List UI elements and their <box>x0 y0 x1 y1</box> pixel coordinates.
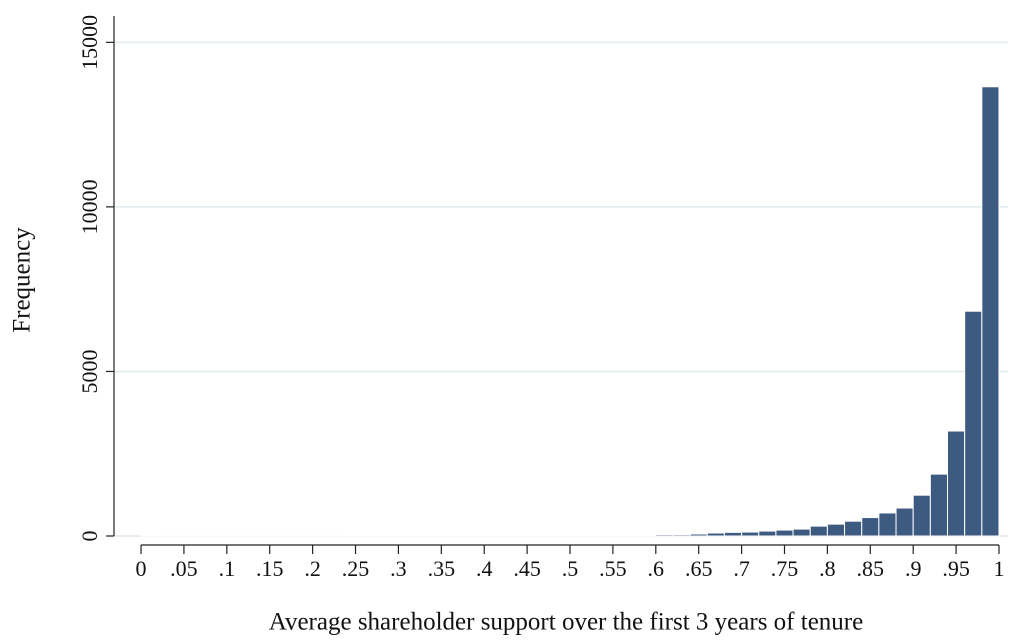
y-tick-label: 15000 <box>77 15 102 70</box>
x-tick-label: .95 <box>942 556 970 581</box>
bar <box>706 532 725 537</box>
bar <box>483 534 502 537</box>
y-tick-label: 10000 <box>77 179 102 234</box>
x-tick-label: .3 <box>390 556 407 581</box>
bar <box>792 528 811 537</box>
bar <box>912 494 931 537</box>
y-axis-label: Frequency <box>9 227 36 333</box>
bar <box>758 530 777 537</box>
bar <box>878 512 897 537</box>
bar <box>809 525 828 537</box>
bar <box>981 86 1000 537</box>
x-tick-label: .5 <box>562 556 579 581</box>
y-tick-label: 0 <box>77 531 102 542</box>
x-tick-label: .05 <box>170 556 198 581</box>
x-tick-label: .35 <box>428 556 456 581</box>
x-tick-label: .75 <box>771 556 799 581</box>
bar <box>947 430 966 537</box>
bar <box>895 507 914 537</box>
x-axis-label: Average shareholder support over the fir… <box>269 609 863 636</box>
bar <box>140 534 159 537</box>
bar <box>500 534 520 537</box>
x-tick-label: .2 <box>304 556 321 581</box>
y-tick-label: 5000 <box>77 349 102 393</box>
x-tick-label: .45 <box>513 556 541 581</box>
bar <box>844 520 863 537</box>
bar <box>466 534 485 537</box>
x-tick-label: .6 <box>648 556 665 581</box>
x-tick-label: .7 <box>733 556 750 581</box>
bar <box>929 473 949 537</box>
x-tick-label: .55 <box>599 556 627 581</box>
bar <box>741 531 760 537</box>
bar <box>518 534 537 537</box>
bar <box>586 534 605 537</box>
bar <box>964 310 983 537</box>
bar <box>655 534 674 537</box>
bar <box>552 534 571 537</box>
x-tick-label: 0 <box>136 556 147 581</box>
bar <box>723 531 743 537</box>
x-tick-label: .65 <box>685 556 713 581</box>
x-tick-label: .9 <box>905 556 922 581</box>
bar <box>861 517 880 537</box>
x-tick-label: .85 <box>857 556 885 581</box>
x-tick-label: .4 <box>476 556 493 581</box>
bar <box>603 534 622 537</box>
x-tick-label: .15 <box>256 556 284 581</box>
bar <box>775 529 794 537</box>
bar <box>569 534 588 537</box>
bar <box>415 534 434 537</box>
bar <box>449 534 468 537</box>
bar <box>432 534 451 537</box>
bar <box>535 534 554 537</box>
x-tick-label: 1 <box>993 556 1004 581</box>
bar <box>689 533 708 537</box>
x-tick-label: .1 <box>219 556 236 581</box>
x-tick-label: .8 <box>819 556 836 581</box>
bar <box>638 534 657 537</box>
x-tick-label: .25 <box>342 556 370 581</box>
bar <box>620 534 640 537</box>
bar <box>672 534 691 537</box>
bar <box>826 523 846 537</box>
